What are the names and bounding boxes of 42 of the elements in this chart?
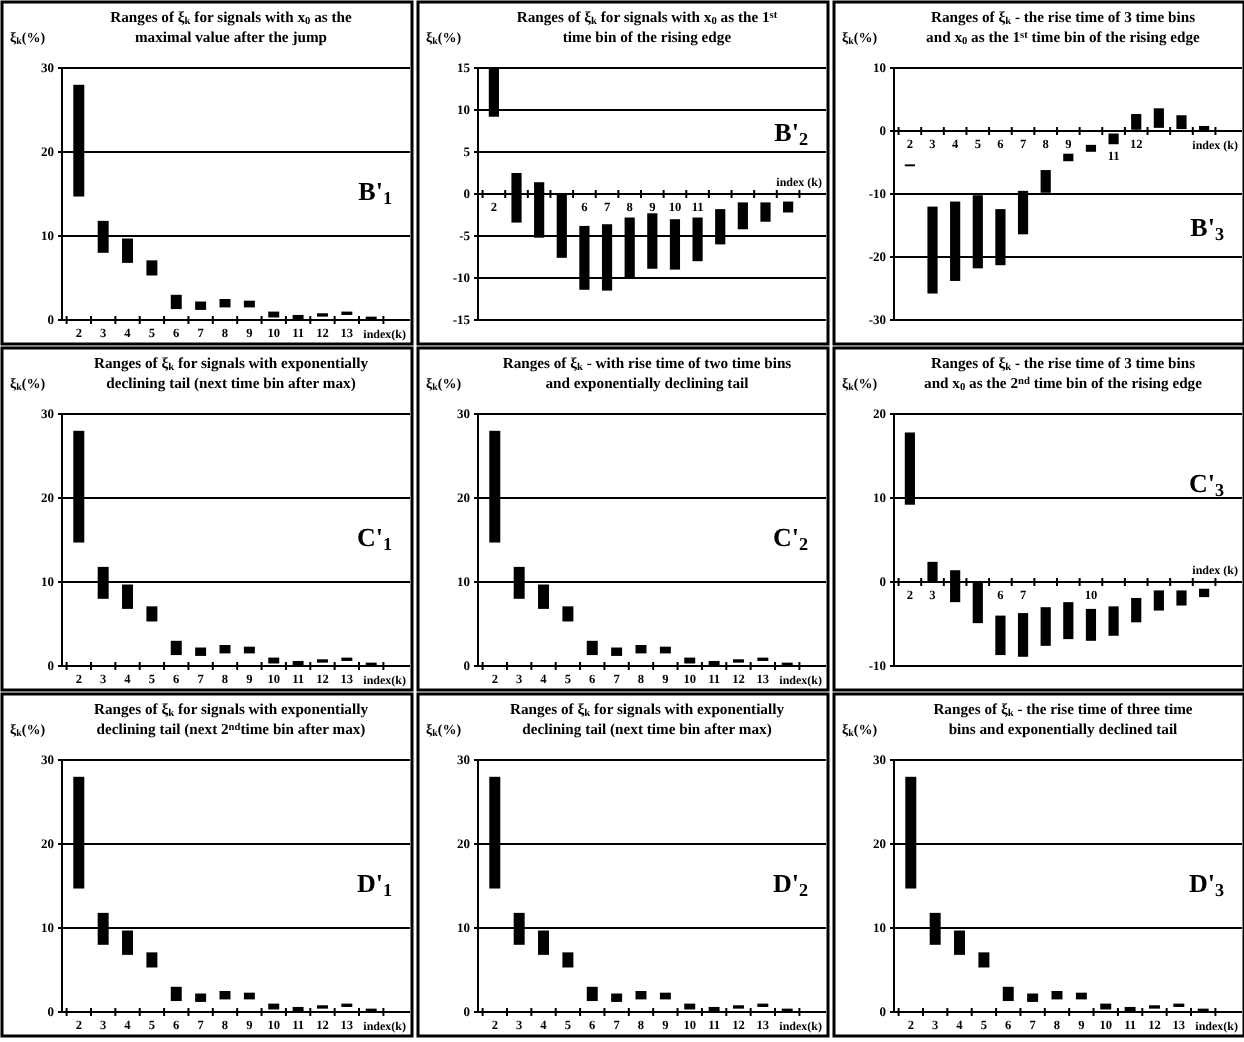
bar [783,201,794,213]
bar [1085,608,1097,641]
bar [978,952,990,968]
bar [737,202,748,230]
bar [170,294,182,310]
bar [586,640,598,656]
annotation: C'$_{1}$ [356,521,393,555]
bar [146,952,158,968]
bar [146,606,158,622]
bar [1040,607,1051,646]
annotation: C'$_{3}$ [1188,468,1225,501]
bar [1063,153,1074,162]
bar [1108,606,1119,636]
bar [1176,590,1187,606]
bar [562,606,574,622]
annotation: D'$_{1}$ [356,867,393,901]
annotation: D'$_{2}$ [772,867,809,901]
bar [195,647,207,656]
bar [170,986,182,1002]
bar [562,952,574,968]
bar [146,260,158,276]
annotation: B'$_{2}$ [774,117,809,150]
bar [195,301,207,310]
bar [195,993,207,1002]
annotation: C'$_{2}$ [772,521,809,555]
bar [1085,144,1097,152]
bar [995,615,1006,656]
bar [1002,986,1014,1002]
bar [1131,597,1142,623]
bar [611,647,623,656]
bar [1199,588,1210,598]
annotation: B'$_{3}$ [1190,211,1225,244]
bar [760,202,771,222]
bar [1153,590,1164,611]
annotation: D'$_{3}$ [1188,867,1225,901]
annotation: B'$_{1}$ [358,175,393,209]
bar [1027,993,1039,1002]
bar [1063,602,1074,640]
bar [1017,613,1029,657]
bar [586,986,598,1002]
bar [170,640,182,656]
bar [611,993,623,1002]
